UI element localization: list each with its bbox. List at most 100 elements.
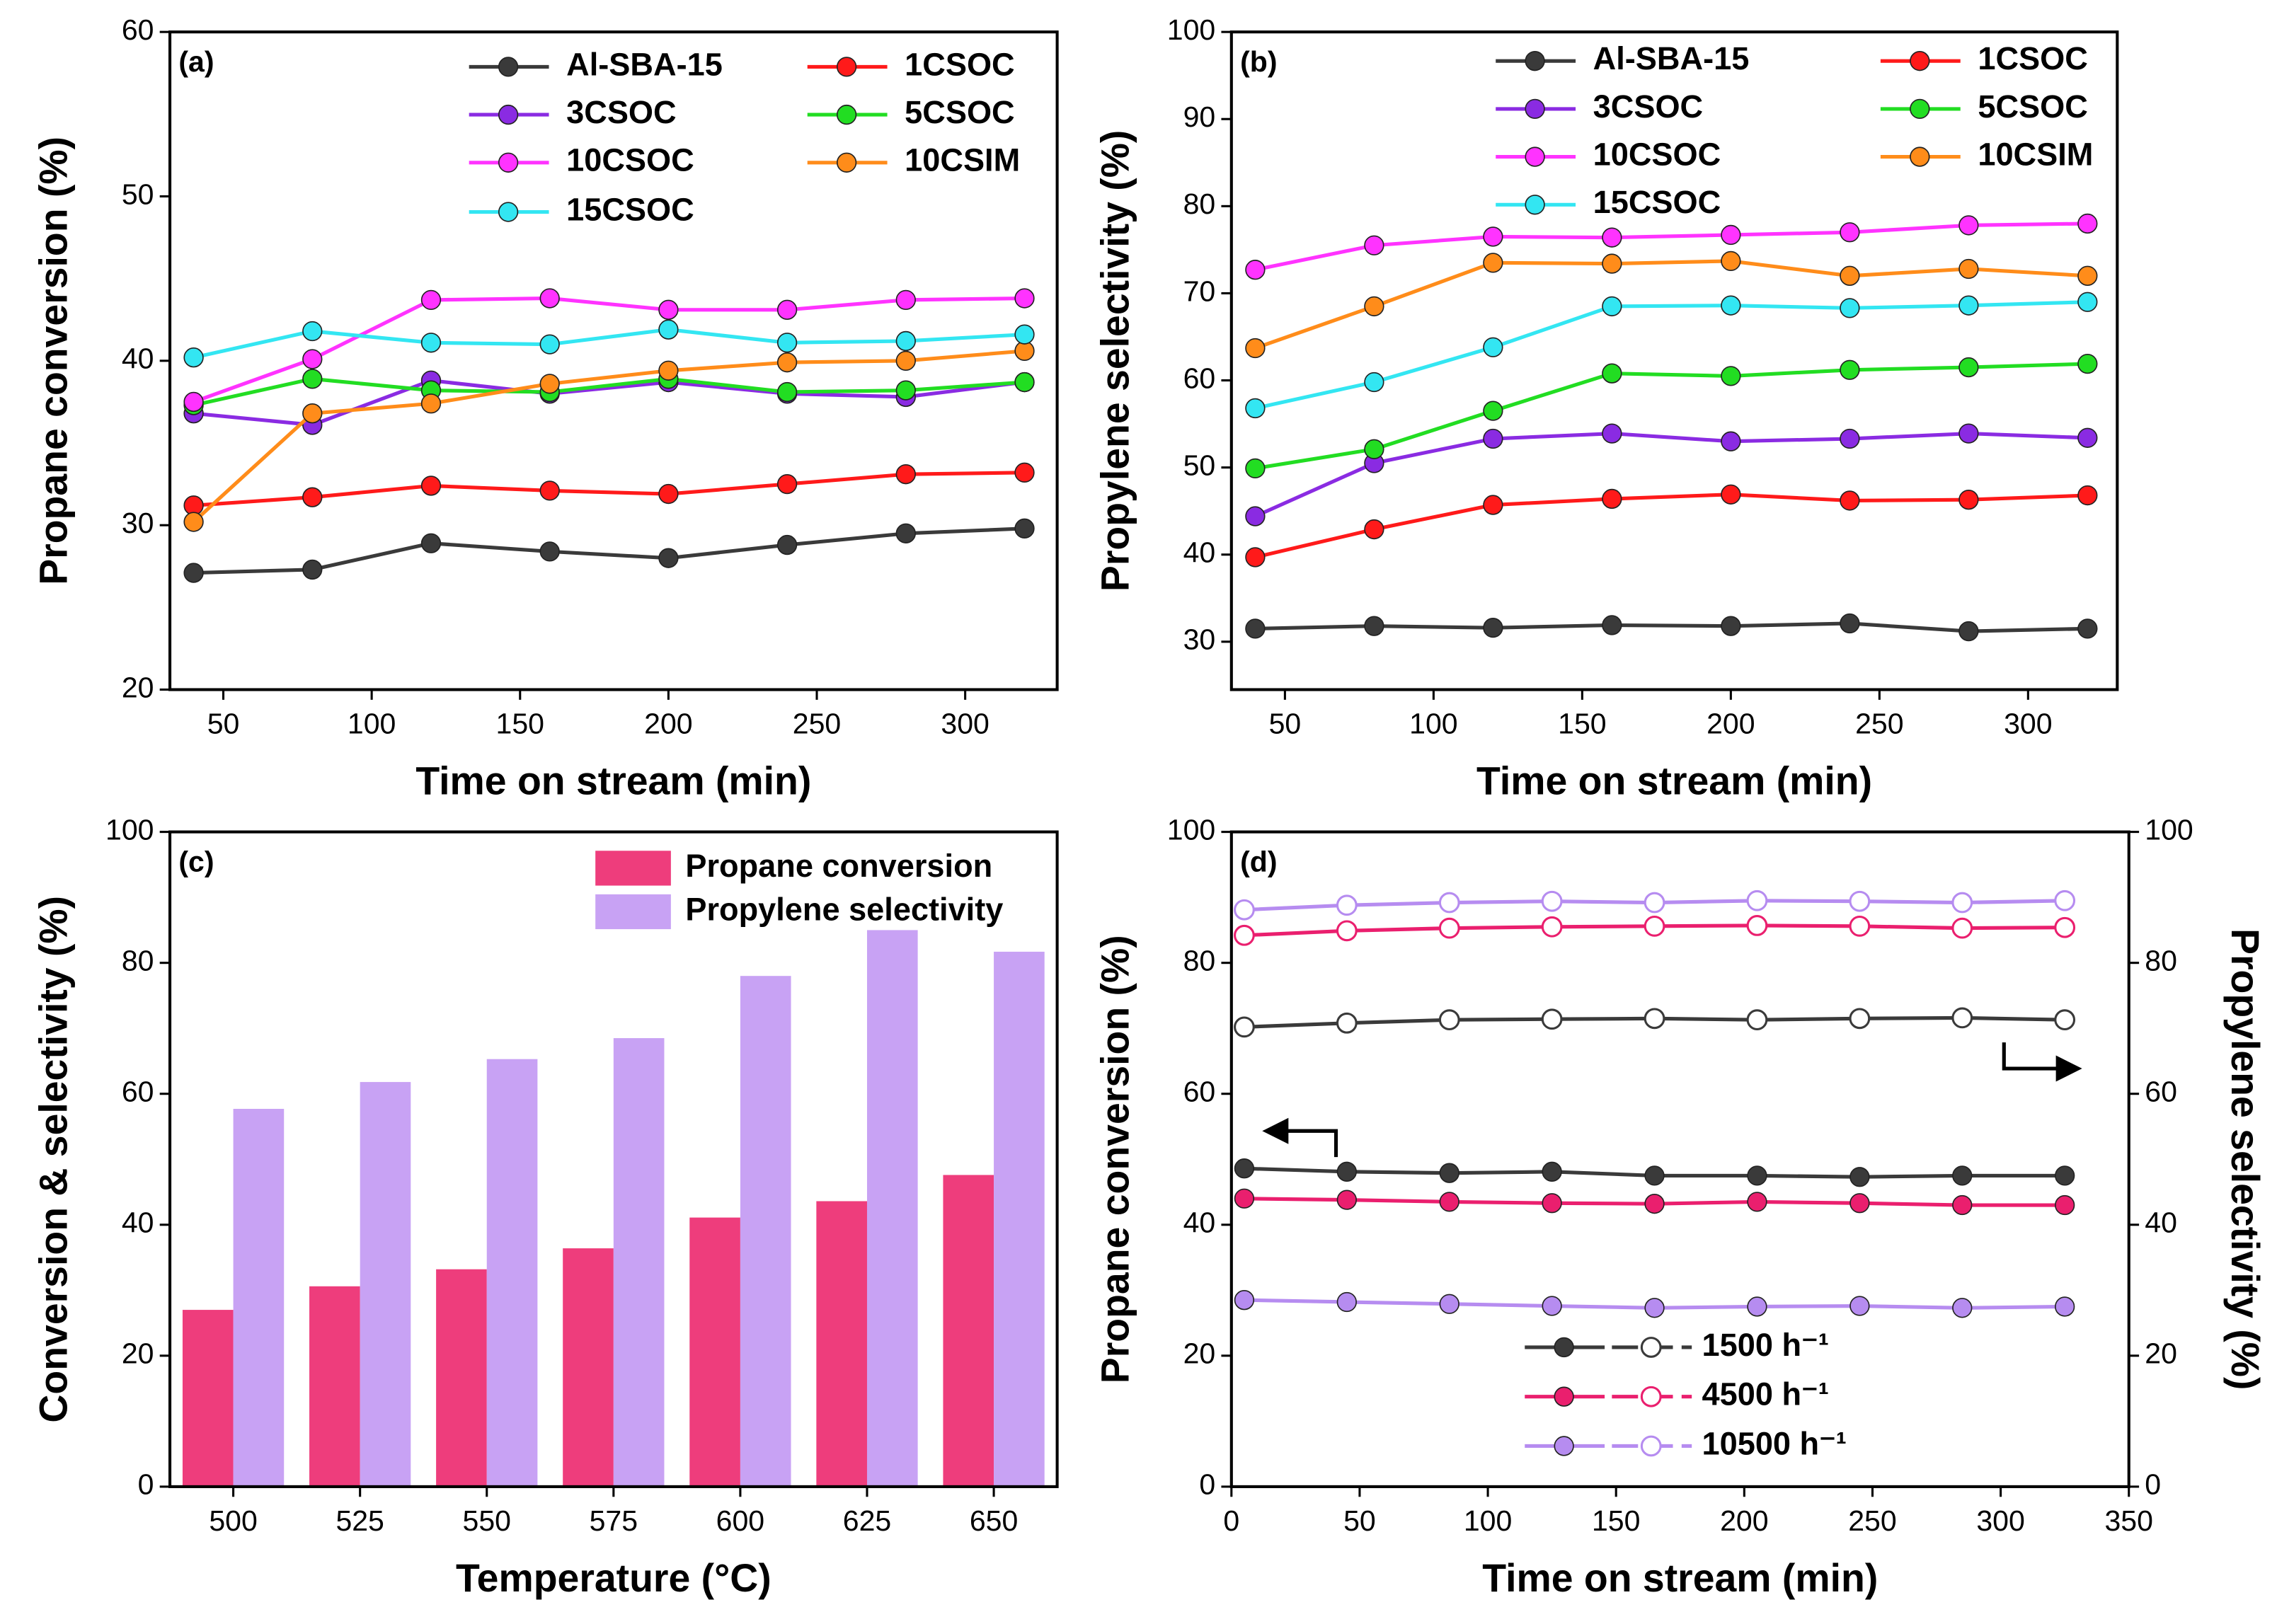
y-tick-label: 20 [122,671,154,703]
x-tick-label: 300 [2004,708,2052,740]
panel-label: (a) [178,45,214,78]
point [776,381,798,403]
bar [689,1217,740,1487]
legend-marker [498,104,519,125]
legend-marker [1640,1386,1662,1407]
point [1364,372,1384,393]
point [1541,916,1563,938]
y-axis-title: Propane conversion (%) [32,137,76,585]
y-tick-label: 20 [122,1337,154,1370]
point [1483,337,1503,357]
bar [486,1059,538,1487]
point [1336,1012,1358,1034]
panel-label: (c) [178,846,214,878]
point [420,533,442,553]
point [1439,1294,1459,1314]
y-tick-label: 40 [122,342,154,375]
legend-marker [1554,1436,1574,1456]
legend-label: 3CSOC [566,94,676,130]
point [1438,917,1460,939]
x-axis-title: Time on stream (min) [1476,759,1872,803]
point [1483,401,1503,421]
x-tick-label: 200 [1720,1504,1768,1537]
y-tick-label: 40 [1183,536,1216,569]
point [1364,519,1384,540]
x-tick-label: 625 [843,1504,891,1537]
legend-marker [498,202,519,222]
point [1644,915,1665,937]
point [1840,613,1860,634]
bar [182,1310,234,1487]
x-tick-label: 150 [496,708,544,740]
point [1245,458,1266,479]
point [1014,518,1035,539]
y-axis-title: Propylene selectivity (%) [1093,130,1137,592]
series-line [1254,221,2088,272]
x-tick-label: 300 [1976,1504,2024,1537]
point [539,288,560,309]
point [1644,892,1665,914]
point [1602,363,1622,384]
point [1439,1192,1459,1212]
point [895,330,916,352]
plot-frame [168,30,1059,691]
y-tick-label: 20 [1183,1337,1216,1370]
point [1840,265,1860,286]
series-line [193,471,1025,507]
point [539,334,560,355]
y-tick-label: 80 [1183,945,1216,977]
arrow-right [2002,1042,2065,1071]
point [1958,621,1979,642]
x-tick-label: 550 [463,1504,511,1537]
panel: 20 30 40 50 60 50 100 150 200 250 300 Time on strea… [32,13,1059,803]
point [1644,1194,1665,1214]
legend-marker [1525,51,1545,71]
point [183,563,204,583]
point [302,321,323,342]
point [1602,423,1622,444]
point [1602,615,1622,635]
point [1364,616,1384,636]
point [1644,1298,1665,1318]
point [1336,1291,1357,1313]
point [1951,1007,1973,1029]
point [1840,428,1860,449]
point [1721,295,1741,316]
legend-label: 1500 h⁻¹ [1702,1327,1829,1363]
legend-label: 10500 h⁻¹ [1702,1425,1847,1461]
point [183,391,204,413]
point [776,534,798,555]
point [1245,260,1266,280]
point [1747,1165,1767,1186]
legend-label: 1CSOC [1978,40,2087,76]
series-line [193,379,1025,427]
legend-swatch [595,851,671,886]
point [1602,488,1622,509]
point [183,347,204,368]
point [1438,1009,1460,1031]
x-axis-title: Time on stream (min) [1482,1556,1878,1600]
point [1336,920,1358,942]
point [1602,296,1622,317]
y2-tick-label: 20 [2145,1337,2177,1370]
y2-tick-label: 100 [2145,813,2193,846]
bar [613,1038,665,1487]
legend-label: 10CSOC [566,142,694,178]
point [1234,924,1255,946]
x-tick-label: 250 [1848,1504,1896,1537]
point [658,360,679,381]
point [1541,890,1563,912]
point [1439,1163,1459,1183]
series-line [193,526,1025,575]
point [302,369,323,389]
point [2077,265,2098,286]
bar [309,1286,360,1487]
point [1746,889,1768,911]
point [1336,1190,1357,1210]
point [1364,235,1384,255]
series-line [192,349,1025,524]
point [1483,617,1503,638]
point [1721,484,1741,505]
x-tick-label: 650 [970,1504,1018,1537]
